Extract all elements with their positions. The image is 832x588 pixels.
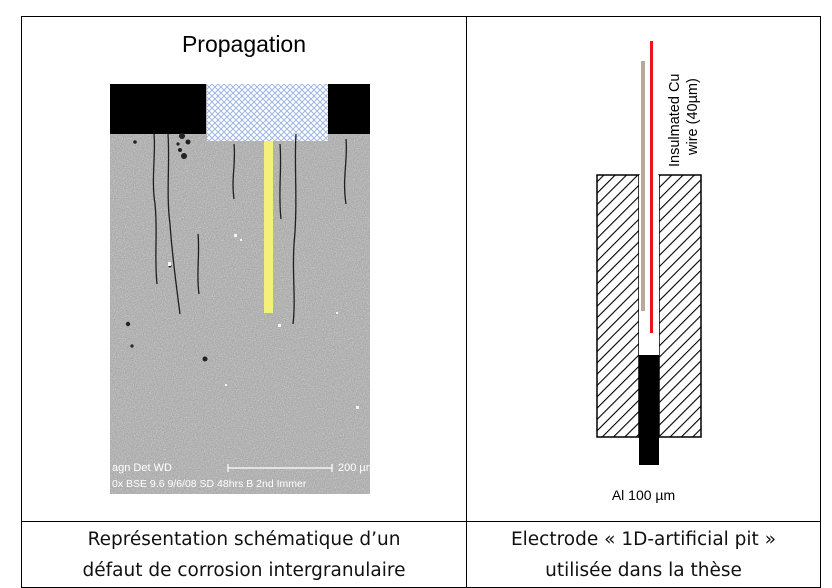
left-caption: Représentation schématique d’un défaut d…	[22, 524, 466, 586]
mask-right	[328, 84, 370, 134]
electrode-label: Al 100 µm	[611, 487, 676, 503]
sem-micrograph: agn Det WD 200 µm 0x BSE 9.6 9/6/08 SD 4…	[110, 84, 375, 494]
sem-info-line2: 0x BSE 9.6 9/6/08 SD 48hrs B 2nd Immer	[112, 478, 307, 490]
mask-left	[110, 84, 206, 134]
sem-scale-label: 200 µm	[338, 462, 370, 474]
sem-info-bar: agn Det WD 200 µm 0x BSE 9.6 9/6/08 SD 4…	[112, 462, 375, 490]
column-divider	[466, 17, 467, 587]
sem-info-line1: agn Det WD	[112, 462, 172, 474]
insulation-sheath	[641, 61, 645, 311]
pit-opening	[207, 84, 328, 141]
wire-label-line1: Insulmated Cu	[667, 74, 683, 168]
left-caption-line2: défaut de corrosion intergranulaire	[82, 560, 406, 581]
wire-label-line2: wire (40µm)	[685, 78, 701, 156]
right-caption-line2: utilisée dans la thèse	[545, 560, 742, 581]
right-caption-line1: Electrode « 1D-artificial pit »	[510, 529, 777, 550]
epoxy-left	[596, 174, 640, 438]
epoxy-right	[658, 174, 702, 438]
left-caption-line1: Représentation schématique d’un	[87, 529, 401, 550]
figure-table: Propagation	[21, 16, 821, 588]
row-divider	[22, 521, 820, 522]
right-caption: Electrode « 1D-artificial pit » utilisée…	[467, 524, 820, 586]
cu-wire	[650, 41, 653, 333]
crack-marker	[264, 141, 273, 313]
electrode-schematic: Insulmated Cu wire (40µm)	[596, 41, 702, 465]
al-wire	[639, 355, 659, 465]
propagation-title: Propagation	[181, 31, 307, 57]
